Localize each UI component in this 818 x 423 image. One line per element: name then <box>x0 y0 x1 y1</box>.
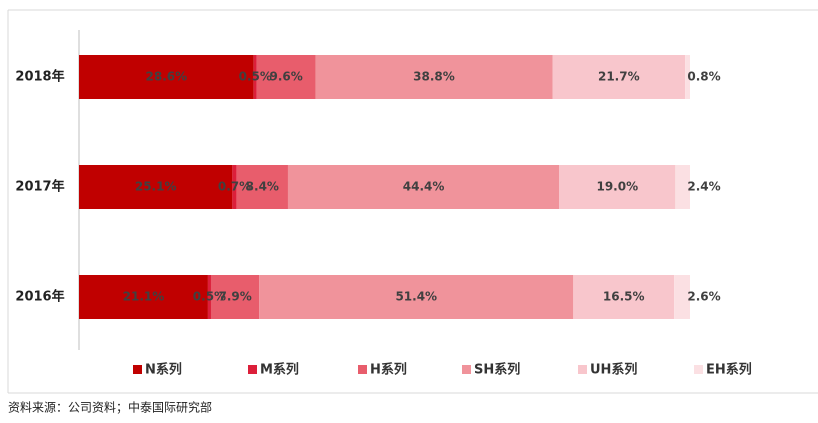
bar-segment <box>232 165 237 209</box>
bar-segment <box>79 165 233 209</box>
value-label: 51.4% <box>395 290 437 304</box>
bar-segment <box>79 55 254 99</box>
legend-label: N系列 <box>145 362 182 378</box>
bar-segment <box>79 275 208 319</box>
legend-swatch <box>133 365 142 374</box>
value-label: 44.4% <box>403 180 445 194</box>
legend-swatch <box>694 365 703 374</box>
legend-swatch <box>462 365 471 374</box>
value-label: 16.5% <box>603 290 645 304</box>
category-label: 2016年 <box>15 289 64 305</box>
bar-segment <box>552 55 686 99</box>
legend-swatch <box>248 365 257 374</box>
bar-segment <box>253 55 257 99</box>
bar-segment <box>685 55 690 99</box>
bar-segment <box>559 165 676 209</box>
value-label: 21.1% <box>123 290 165 304</box>
value-label: 25.1% <box>135 180 177 194</box>
value-label: 0.5% <box>193 290 226 304</box>
legend-label: UH系列 <box>590 362 637 378</box>
value-label: 0.7% <box>218 180 251 194</box>
bar-segment <box>259 275 574 319</box>
bar-segment <box>287 165 560 209</box>
bar-segment <box>236 165 288 209</box>
bar-segment <box>675 165 690 209</box>
legend-label: H系列 <box>370 362 407 378</box>
category-label: 2018年 <box>15 69 64 85</box>
value-label: 2.4% <box>687 180 720 194</box>
value-label: 9.6% <box>269 70 302 84</box>
legend-swatch <box>358 365 367 374</box>
value-label: 38.8% <box>413 70 455 84</box>
value-label: 28.6% <box>146 70 188 84</box>
value-label: 7.9% <box>218 290 251 304</box>
category-label: 2017年 <box>15 179 64 195</box>
bar-segment <box>207 275 211 319</box>
value-label: 2.6% <box>687 290 720 304</box>
bar-segment <box>256 55 316 99</box>
legend-label: SH系列 <box>474 362 520 378</box>
bar-segment <box>210 275 260 319</box>
value-label: 0.8% <box>687 70 720 84</box>
source-note: 资料来源：公司资料；中泰国际研究部 <box>8 400 212 415</box>
value-label: 0.5% <box>239 70 272 84</box>
legend-label: EH系列 <box>706 362 752 378</box>
legend-label: M系列 <box>260 362 299 378</box>
value-label: 19.0% <box>596 180 638 194</box>
legend-swatch <box>578 365 587 374</box>
value-label: 21.7% <box>598 70 640 84</box>
bar-segment <box>315 55 553 99</box>
bar-segment <box>573 275 675 319</box>
bar-segment <box>674 275 690 319</box>
value-label: 8.4% <box>246 180 279 194</box>
